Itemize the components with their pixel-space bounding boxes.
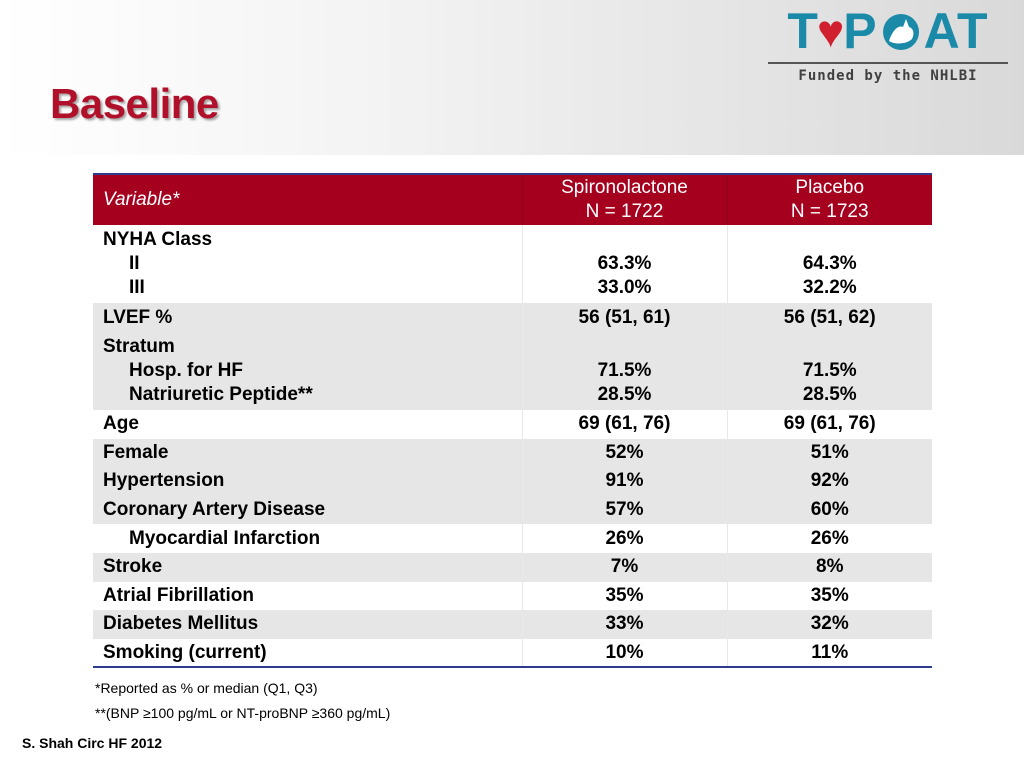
table-row: Diabetes Mellitus 33% 32% (93, 610, 932, 639)
logo-letter-p: P (843, 3, 878, 59)
row-placebo-value: 60% (726, 495, 932, 525)
nyha-sub2-spiro: 33.0% (597, 277, 652, 298)
nyha-sub1-spiro: 63.3% (597, 253, 652, 274)
row-label: Diabetes Mellitus (103, 613, 259, 635)
stratum-sub2-spiro: 28.5% (597, 384, 652, 405)
header-spiro-n: N = 1722 (585, 201, 664, 222)
header-variable: Variable* (103, 189, 180, 210)
row-spiro-value: 35% (521, 581, 727, 611)
header-placebo: Placebo N = 1723 (726, 174, 932, 225)
table-row-stratum: Stratum Hosp. for HF Natriuretic Peptide… (93, 332, 932, 410)
logo-subtitle: Funded by the NHLBI (798, 68, 978, 84)
row-spiro-value: 71.5% 28.5% (521, 332, 727, 410)
row-placebo-value: 11% (726, 638, 932, 668)
row-placebo-value: 8% (726, 552, 932, 582)
row-placebo-value: 64.3% 32.2% (726, 225, 932, 303)
row-spiro-value: 26% (521, 524, 727, 553)
lvef-placebo: 56 (51, 62) (726, 303, 932, 332)
row-label: Female (103, 441, 169, 463)
header-spiro-name: Spironolactone (561, 177, 688, 198)
baseline-table: Variable* Spironolactone N = 1722 Placeb… (93, 173, 932, 669)
table-row: Smoking (current) 10% 11% (93, 638, 932, 668)
row-placebo-value: 51% (726, 438, 932, 468)
row-spiro-value: 52% (521, 438, 727, 468)
table-row: Age 69 (61, 76) 69 (61, 76) (93, 410, 932, 439)
row-spiro-value: 57% (521, 495, 727, 525)
stratum-sub2-placebo: 28.5% (802, 384, 857, 405)
lvef-label: LVEF % (103, 306, 173, 328)
table-row: Stroke 7% 8% (93, 552, 932, 582)
nyha-sub2-placebo: 32.2% (802, 277, 857, 298)
nyha-sub1-label: II (129, 253, 140, 274)
row-label: Hypertension (103, 470, 225, 492)
header-spironolactone: Spironolactone N = 1722 (521, 174, 727, 225)
header-placebo-n: N = 1723 (790, 201, 869, 222)
table-row: Female 52% 51% (93, 438, 932, 468)
table-header-row: Variable* Spironolactone N = 1722 Placeb… (93, 174, 932, 225)
stratum-sub1-spiro: 71.5% (597, 360, 652, 381)
header-placebo-name: Placebo (795, 177, 865, 198)
stratum-sub1-label: Hosp. for HF (129, 360, 243, 381)
footnote-reported-as: *Reported as % or median (Q1, Q3) (95, 680, 318, 696)
row-label: Smoking (current) (103, 641, 267, 663)
row-spiro-value: 10% (521, 638, 727, 668)
table-row: Coronary Artery Disease 57% 60% (93, 495, 932, 525)
nyha-label: NYHA Class (103, 229, 213, 250)
row-placebo-value: 35% (726, 581, 932, 611)
citation: S. Shah Circ HF 2012 (22, 735, 163, 751)
table-row: Hypertension 91% 92% (93, 467, 932, 496)
nyha-sub1-placebo: 64.3% (802, 253, 857, 274)
row-placebo-value: 71.5% 28.5% (726, 332, 932, 410)
row-label: Age (103, 413, 139, 435)
table-row: Atrial Fibrillation 35% 35% (93, 581, 932, 611)
slide-title: Baseline (50, 80, 219, 127)
topcat-logo: T ♥ P AT Funded by the NHLBI (766, 6, 1010, 84)
heart-icon: ♥ (816, 5, 846, 57)
stratum-sub1-placebo: 71.5% (802, 360, 857, 381)
logo-wordmark: T ♥ P AT (766, 6, 1010, 56)
row-placebo-value: 92% (726, 467, 932, 496)
logo-letters-at: AT (923, 3, 989, 59)
row-placebo-value: 26% (726, 524, 932, 553)
row-label: Stroke (103, 556, 163, 578)
row-spiro-value: 69 (61, 76) (521, 410, 727, 439)
row-placebo-value: 32% (726, 610, 932, 639)
logo-divider (768, 62, 1008, 64)
row-label: NYHA Class II III (93, 225, 522, 303)
logo-letter-t: T (787, 3, 819, 59)
stratum-label: Stratum (103, 336, 175, 357)
table-row: Myocardial Infarction 26% 26% (93, 524, 932, 553)
row-spiro-value: 63.3% 33.0% (521, 225, 727, 303)
row-spiro-value: 33% (521, 610, 727, 639)
table-row-lvef: LVEF % 56 (51, 61) 56 (51, 62) (93, 303, 932, 332)
header-band (0, 0, 1024, 155)
row-label: Stratum Hosp. for HF Natriuretic Peptide… (93, 332, 522, 410)
row-label: Atrial Fibrillation (103, 584, 254, 606)
lvef-spiro: 56 (51, 61) (521, 303, 727, 332)
footnote-bnp-threshold: **(BNP ≥100 pg/mL or NT-proBNP ≥360 pg/m… (95, 705, 391, 721)
table-row-nyha: NYHA Class II III 63.3% 33.0% 64.3% 32.2… (93, 225, 932, 303)
row-spiro-value: 91% (521, 467, 727, 496)
row-label-indented: Myocardial Infarction (129, 527, 321, 549)
row-label: Myocardial Infarction (93, 524, 522, 553)
row-label: Coronary Artery Disease (103, 499, 326, 521)
cat-silhouette-icon (882, 14, 919, 50)
row-placebo-value: 69 (61, 76) (726, 410, 932, 439)
stratum-sub2-label: Natriuretic Peptide** (129, 384, 313, 405)
nyha-sub2-label: III (129, 277, 145, 298)
row-spiro-value: 7% (521, 552, 727, 582)
